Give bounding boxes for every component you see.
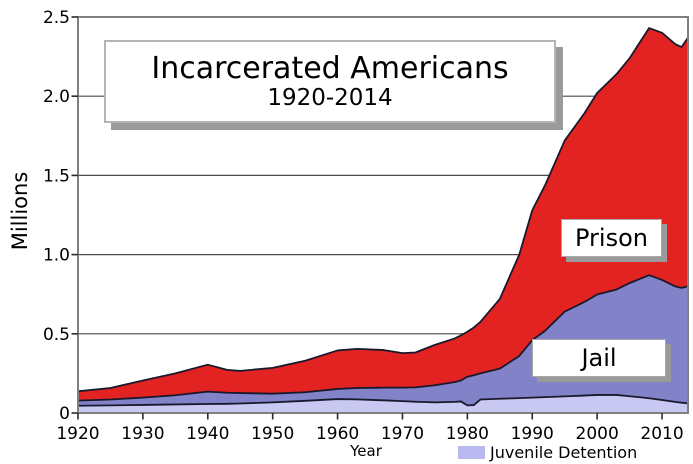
x-tick-label: 1920 xyxy=(56,424,99,444)
y-tick-label: 0 xyxy=(59,404,70,424)
boundary-prison xyxy=(77,27,689,393)
x-tick-label: 1990 xyxy=(511,424,554,444)
x-tick-label: 1960 xyxy=(316,424,359,444)
prison-area-label: Prison xyxy=(561,219,662,257)
x-tick-label: 1970 xyxy=(381,424,424,444)
x-tick-label: 1940 xyxy=(186,424,229,444)
y-tick-label: 2.5 xyxy=(43,8,70,28)
boundary-jail xyxy=(77,274,689,402)
jail-area-label: Jail xyxy=(532,339,666,377)
x-tick-label: 2000 xyxy=(576,424,619,444)
y-tick-label: 2.0 xyxy=(43,87,70,107)
y-tick-label: 0.5 xyxy=(43,325,70,345)
x-tick-label: 1950 xyxy=(251,424,294,444)
legend: Juvenile Detention xyxy=(458,442,638,462)
area-prison xyxy=(78,28,688,413)
y-tick-label: 1.5 xyxy=(43,166,70,186)
x-tick-label: 1930 xyxy=(121,424,164,444)
x-tick-label: 1980 xyxy=(446,424,489,444)
chart-title: Incarcerated Americans xyxy=(151,50,509,86)
area-juvenile-detention xyxy=(78,394,688,413)
legend-swatch-juvenile-detention-icon xyxy=(458,445,485,459)
x-axis-label: Year xyxy=(350,442,382,460)
chart-subtitle: 1920-2014 xyxy=(267,85,393,112)
y-tick-label: 1.0 xyxy=(43,246,70,266)
boundary-juvenile-detention xyxy=(77,394,689,407)
title-box: Incarcerated Americans 1920-2014 xyxy=(104,40,556,123)
plot-frame xyxy=(77,16,689,414)
y-axis-label: Millions xyxy=(8,171,32,251)
x-tick-label: 2010 xyxy=(640,424,683,444)
area-jail xyxy=(78,275,688,413)
legend-label: Juvenile Detention xyxy=(490,442,638,462)
